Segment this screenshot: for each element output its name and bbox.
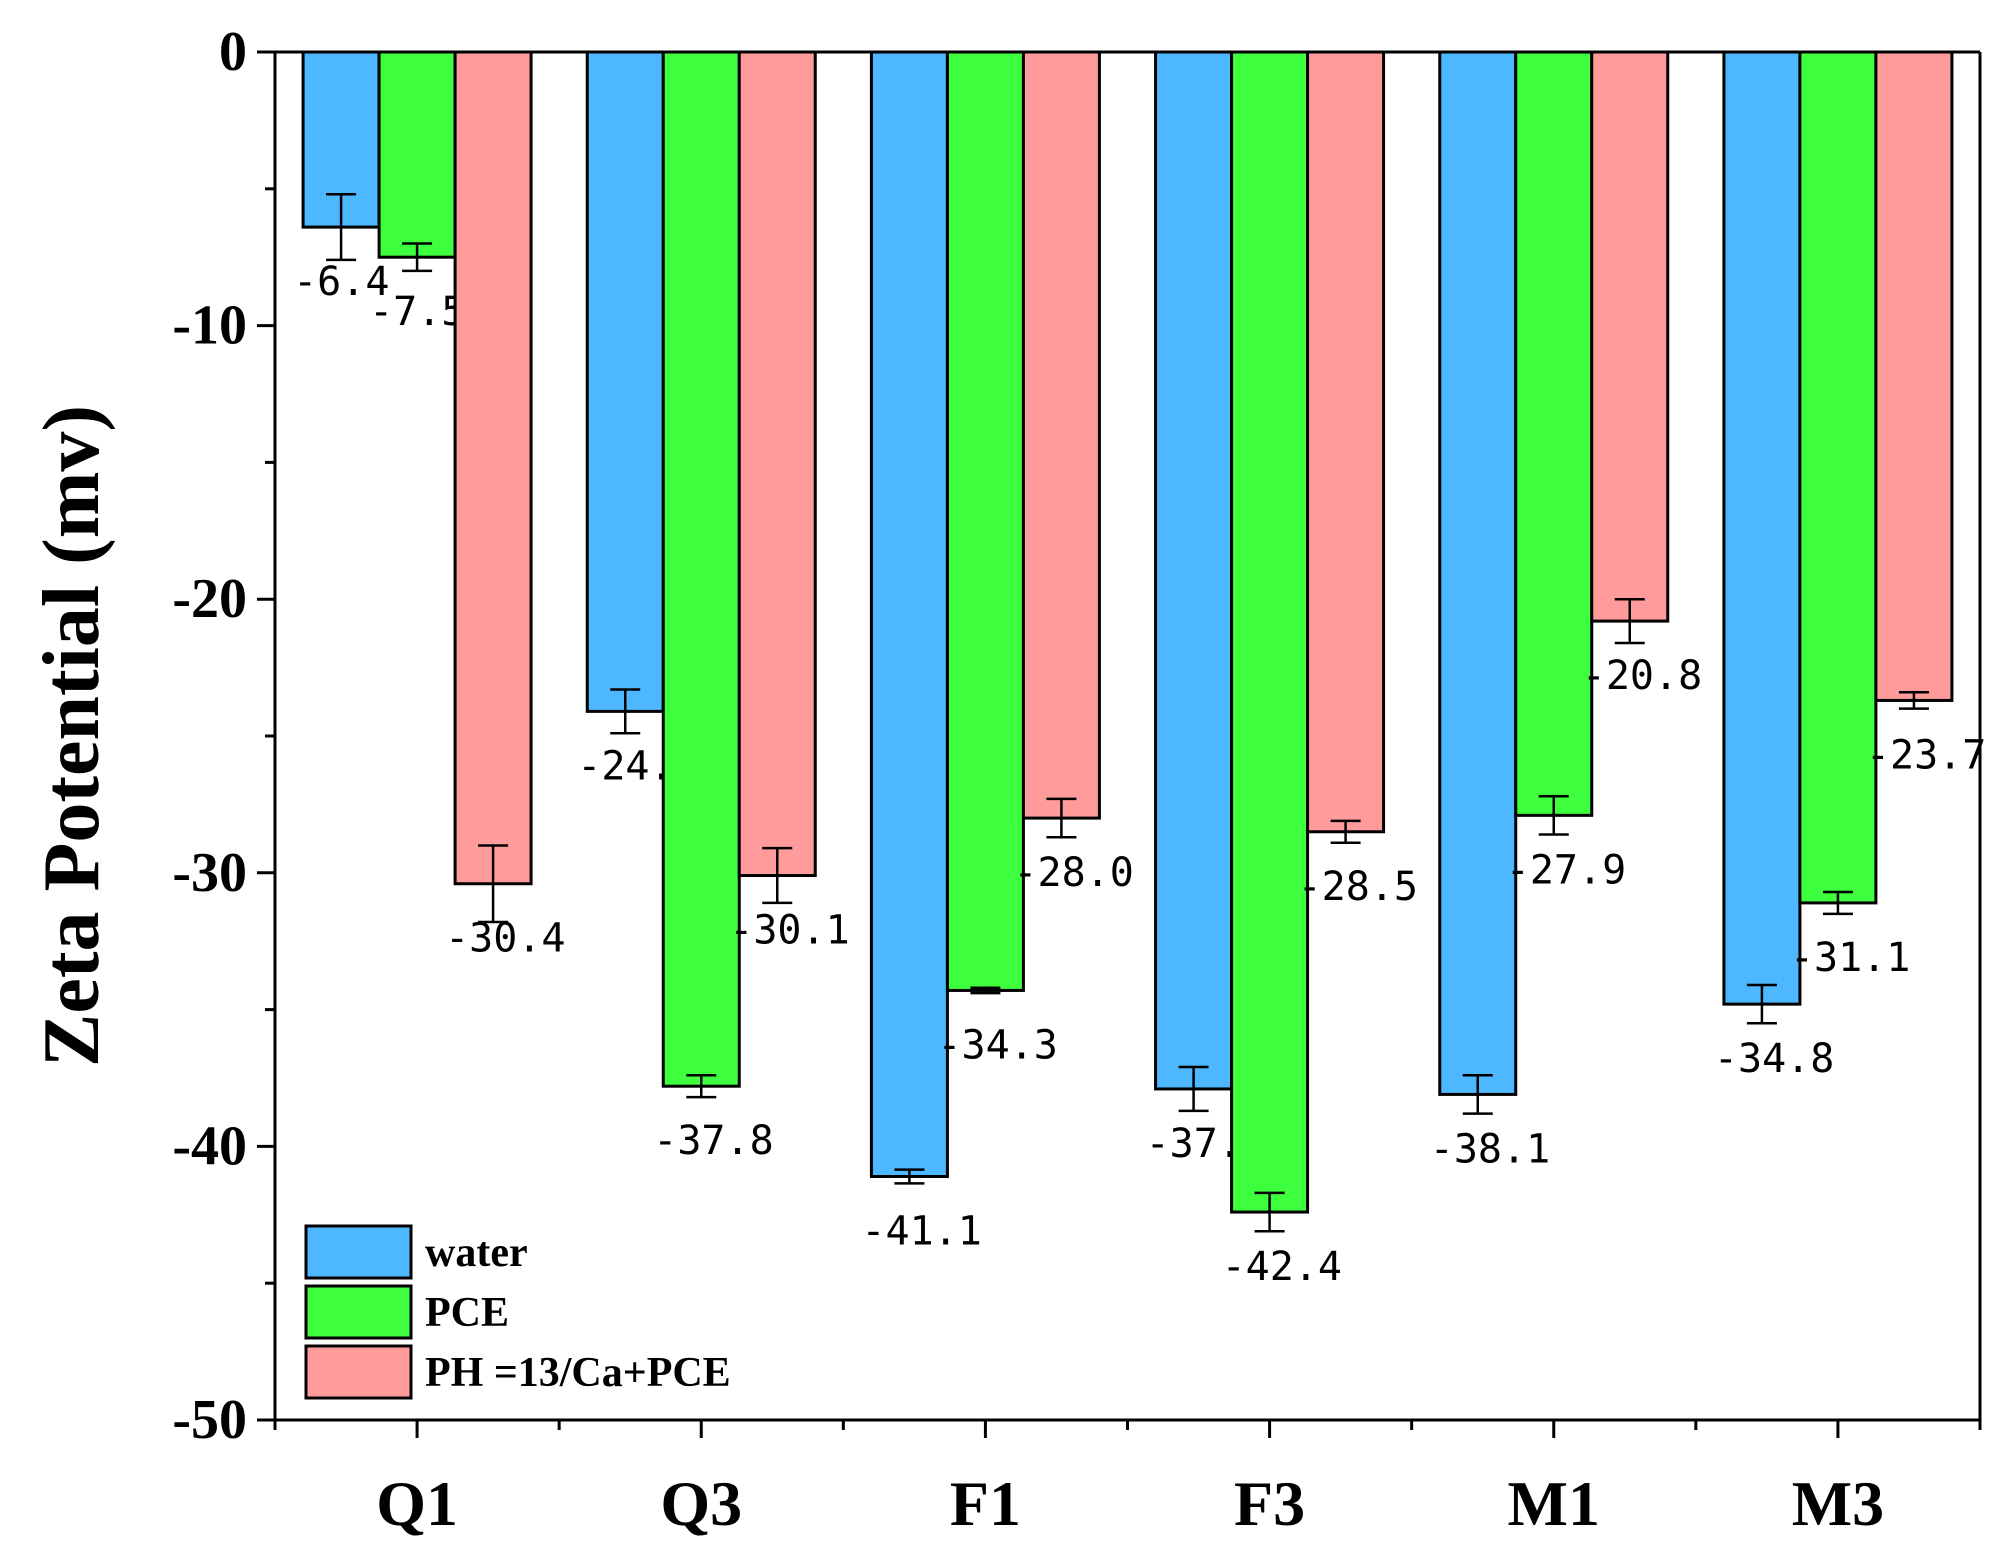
- legend-swatch-water: [304, 1224, 413, 1280]
- data-label: -27.9: [1506, 847, 1626, 893]
- bar-ph-13-ca-pce-f1: [1021, 50, 1101, 820]
- data-label: -20.8: [1582, 653, 1702, 699]
- bar-ph-13-ca-pce-q1: [453, 50, 533, 886]
- bar-water-f1: [869, 50, 949, 1178]
- data-label: -37.8: [653, 1118, 773, 1164]
- bar-pce-f1: [945, 50, 1025, 992]
- data-label: -34.3: [937, 1022, 1057, 1068]
- bar-ph-13-ca-pce-f3: [1306, 50, 1386, 834]
- bar-water-f3: [1154, 50, 1234, 1091]
- x-tick-label: M3: [1792, 1468, 1884, 1539]
- legend-swatch-pce: [304, 1284, 413, 1340]
- data-label: -31.1: [1790, 935, 1910, 981]
- bar-ph-13-ca-pce-m3: [1874, 50, 1954, 702]
- bar-water-m3: [1722, 50, 1802, 1006]
- data-label: -28.0: [1013, 850, 1133, 896]
- data-label: -28.5: [1298, 864, 1418, 910]
- legend-label: PCE: [425, 1290, 509, 1336]
- bar-water-q3: [585, 50, 665, 713]
- data-label: -42.4: [1222, 1244, 1342, 1290]
- data-label: -38.1: [1430, 1126, 1550, 1172]
- y-tick-label: 0: [219, 21, 247, 83]
- x-tick-label: Q1: [376, 1468, 458, 1539]
- legend-label: PH =13/Ca+PCE: [425, 1350, 731, 1396]
- data-label: -34.8: [1714, 1036, 1834, 1082]
- bar-pce-f3: [1230, 50, 1310, 1214]
- x-tick-label: F1: [950, 1468, 1021, 1539]
- data-label: -30.1: [729, 908, 849, 954]
- y-axis-title: Zeta Potential (mv): [28, 405, 116, 1067]
- legend-label: water: [425, 1230, 528, 1276]
- x-tick-label: M1: [1508, 1468, 1600, 1539]
- bar-pce-m1: [1514, 50, 1594, 817]
- bar-ph-13-ca-pce-q3: [737, 50, 817, 878]
- data-label: -7.5: [369, 289, 465, 335]
- bar-pce-q1: [377, 50, 457, 259]
- data-label: -23.7: [1866, 732, 1986, 778]
- y-tick-label: -20: [172, 568, 247, 630]
- data-label: -30.4: [445, 916, 565, 962]
- bar-water-m1: [1438, 50, 1518, 1096]
- data-label: -41.1: [861, 1208, 981, 1254]
- legend-swatch-ph-13-ca-pce: [304, 1344, 413, 1400]
- bar-pce-q3: [661, 50, 741, 1088]
- y-tick-label: -40: [172, 1115, 247, 1177]
- y-tick-label: -30: [172, 842, 247, 904]
- bar-ph-13-ca-pce-m1: [1590, 50, 1670, 623]
- data-label: -6.4: [293, 259, 389, 305]
- y-tick-label: -50: [172, 1389, 247, 1451]
- x-tick-label: F3: [1234, 1468, 1305, 1539]
- y-tick-label: -10: [172, 295, 247, 357]
- bar-pce-m3: [1798, 50, 1878, 905]
- x-tick-label: Q3: [660, 1468, 742, 1539]
